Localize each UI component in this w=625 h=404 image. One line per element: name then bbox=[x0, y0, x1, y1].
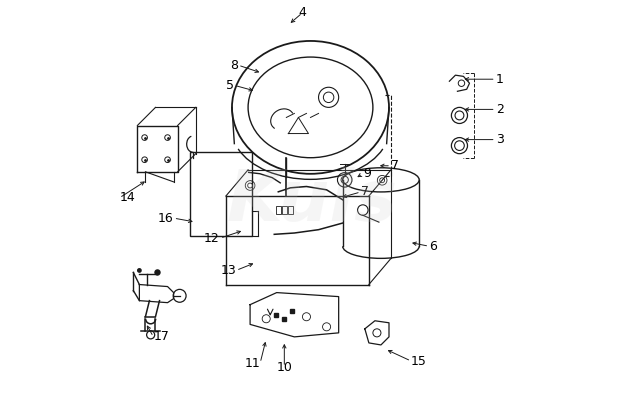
Bar bbox=[282, 206, 287, 214]
Text: 9: 9 bbox=[363, 167, 371, 180]
Text: 11: 11 bbox=[244, 357, 260, 370]
Text: 6: 6 bbox=[429, 240, 437, 253]
Text: 14: 14 bbox=[119, 191, 135, 204]
Bar bbox=[276, 206, 281, 214]
Text: Kuls: Kuls bbox=[227, 168, 398, 236]
Text: 17: 17 bbox=[154, 330, 169, 343]
Text: 8: 8 bbox=[230, 59, 238, 72]
Text: 10: 10 bbox=[276, 361, 292, 374]
Bar bbox=[288, 206, 293, 214]
Text: 13: 13 bbox=[220, 264, 236, 277]
Text: 15: 15 bbox=[411, 355, 427, 368]
Circle shape bbox=[154, 269, 161, 276]
Text: 3: 3 bbox=[496, 133, 504, 146]
Bar bbox=[190, 152, 252, 236]
Text: 7: 7 bbox=[391, 159, 399, 172]
Text: 7: 7 bbox=[361, 185, 369, 198]
Text: 12: 12 bbox=[204, 232, 220, 245]
Text: 2: 2 bbox=[496, 103, 504, 116]
Text: 5: 5 bbox=[226, 79, 234, 92]
Text: 1: 1 bbox=[496, 73, 504, 86]
Text: 16: 16 bbox=[158, 212, 174, 225]
Circle shape bbox=[137, 268, 142, 273]
Text: 4: 4 bbox=[299, 6, 306, 19]
